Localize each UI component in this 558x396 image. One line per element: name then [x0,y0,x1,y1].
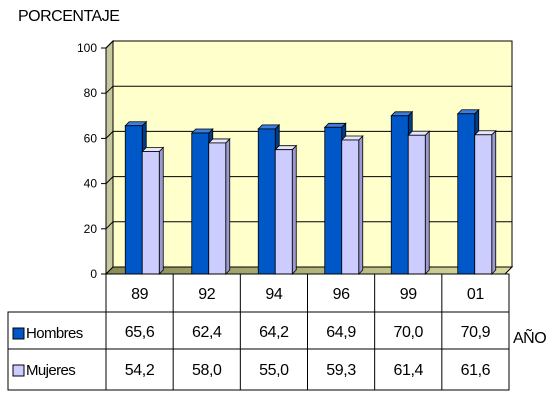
gridline [105,221,512,230]
bar-mujeres-01 [473,129,497,275]
data-label-hombres: 70,0 [393,324,423,341]
bar-top [473,130,497,136]
bar-mujeres-89 [141,146,165,275]
bar-front [141,151,160,275]
bar-top [456,109,480,115]
bar-front [191,132,210,275]
y-tick-label: 40 [84,177,98,191]
bar-top [141,147,165,152]
gridline [105,176,512,184]
x-tick-label: 94 [265,286,282,303]
x-tick-label: 99 [400,286,417,303]
bar-top [323,122,347,128]
data-label-mujeres: 55,0 [259,362,289,379]
bar-front [341,139,360,275]
y-tick-label: 20 [84,222,98,236]
bar-front [407,134,426,275]
bar-side [491,129,497,275]
bar-front [457,113,476,275]
bar-top [257,124,281,130]
bar-top [340,135,364,141]
gridline [105,130,512,139]
bar-side [225,137,231,275]
bar-top [390,111,414,117]
data-label-hombres: 62,4 [192,324,222,341]
x-tick-label: 92 [198,286,215,303]
data-label-mujeres: 61,4 [393,362,423,379]
y-tick-label: 100 [77,41,97,55]
legend-swatch-mujeres [12,364,25,377]
legend-label-hombres: Hombres [26,325,83,342]
gridline [105,40,512,49]
bar-top [274,145,298,151]
x-tick-label: 89 [131,286,148,303]
bar-side [424,130,430,275]
data-label-hombres: 70,9 [461,324,491,341]
plot-area [104,39,514,276]
bar-side [291,144,297,275]
bar-top [407,130,431,136]
bar-front [257,128,276,275]
bar-front [390,115,409,275]
y-tick-label: 60 [84,131,98,145]
plot-side-wall [105,39,114,276]
bars [124,108,497,275]
bar-mujeres-96 [340,135,364,275]
bar-front [474,134,493,275]
bar-top [190,128,214,134]
y-axis-title: PORCENTAJE [18,8,120,25]
data-label-mujeres: 54,2 [125,362,155,379]
y-tick-label: 0 [90,267,97,281]
bar-front [274,149,293,275]
data-label-mujeres: 59,3 [326,362,356,379]
y-axis-ticks: 0 20 40 60 80 100 [77,41,107,281]
legend-swatch-hombres [12,327,25,340]
data-table: 89 65,6 54,2 92 62,4 58,0 94 64,2 55,0 96 64,9 59,3… [7,273,510,391]
bar-side [358,135,364,275]
data-label-mujeres: 61,6 [461,362,491,379]
x-tick-label: 01 [467,286,484,303]
bar-mujeres-94 [274,144,298,275]
gridline [105,85,512,94]
bar-side [158,146,164,275]
plot-floor [104,266,514,275]
bar-mujeres-99 [407,130,431,275]
bar-front [208,142,227,275]
y-tick-label: 80 [84,86,98,100]
table-body [7,311,510,391]
bar-front [124,125,143,275]
bar-top [124,121,148,127]
bar-front [324,126,343,275]
legend-label-mujeres: Mujeres [26,362,75,379]
data-label-hombres: 64,2 [259,324,289,341]
data-label-mujeres: 58,0 [192,362,222,379]
plot-background [112,40,513,268]
x-tick-label: 96 [333,286,350,303]
data-label-hombres: 64,9 [326,324,356,341]
data-label-hombres: 65,6 [125,324,155,341]
x-axis-title: AÑO [513,330,547,347]
bar-top [207,138,231,144]
bar-mujeres-92 [207,137,231,275]
